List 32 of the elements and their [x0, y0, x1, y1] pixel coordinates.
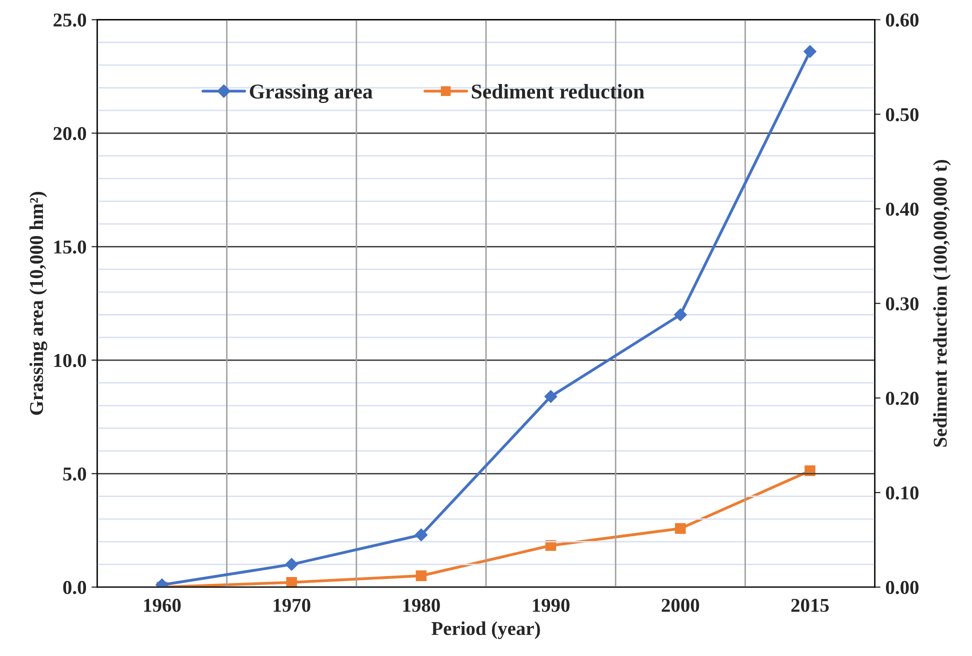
- x-tick-label: 1980: [403, 598, 440, 612]
- y2-tick-label: 0.00: [886, 580, 919, 594]
- x-axis-title: Period (year): [432, 621, 540, 640]
- y2-tick-label: 0.20: [886, 392, 919, 405]
- y2-axis-title: Sediment reduction (100,000,000 t): [933, 160, 951, 447]
- y-tick-label: 15.0: [54, 240, 86, 254]
- x-tick-label: 1990: [532, 598, 570, 612]
- y-tick-label: 5.0: [63, 467, 86, 481]
- y-tick-label: 0.0: [63, 580, 86, 594]
- point: [286, 577, 297, 588]
- legend-label: Grassing area: [250, 84, 373, 104]
- y-tick-label: 10.0: [54, 354, 86, 368]
- x-tick-label: 1960: [144, 598, 181, 612]
- x-tick-label: 1970: [274, 598, 310, 612]
- y2-tick-label: 0.30: [886, 297, 919, 310]
- point: [414, 528, 428, 542]
- point: [675, 523, 686, 534]
- y2-tick-label: 0.10: [886, 486, 919, 500]
- x-tick-label: 2015: [791, 598, 829, 612]
- y-axis-title: Grassing area (10,000 hm²): [29, 192, 48, 415]
- point: [285, 558, 298, 571]
- legend-label: Sediment reduction: [472, 84, 644, 99]
- y2-tick-label: 0.50: [886, 108, 919, 122]
- y-tick-label: 20.0: [54, 126, 86, 140]
- x-tick-label: 2000: [662, 598, 700, 612]
- point: [416, 570, 427, 582]
- point: [544, 390, 558, 403]
- y2-tick-label: 0.40: [886, 202, 919, 216]
- point: [674, 308, 687, 322]
- y-tick-label: 25.0: [54, 13, 86, 27]
- y2-tick-label: 0.60: [886, 13, 919, 27]
- point: [804, 45, 816, 58]
